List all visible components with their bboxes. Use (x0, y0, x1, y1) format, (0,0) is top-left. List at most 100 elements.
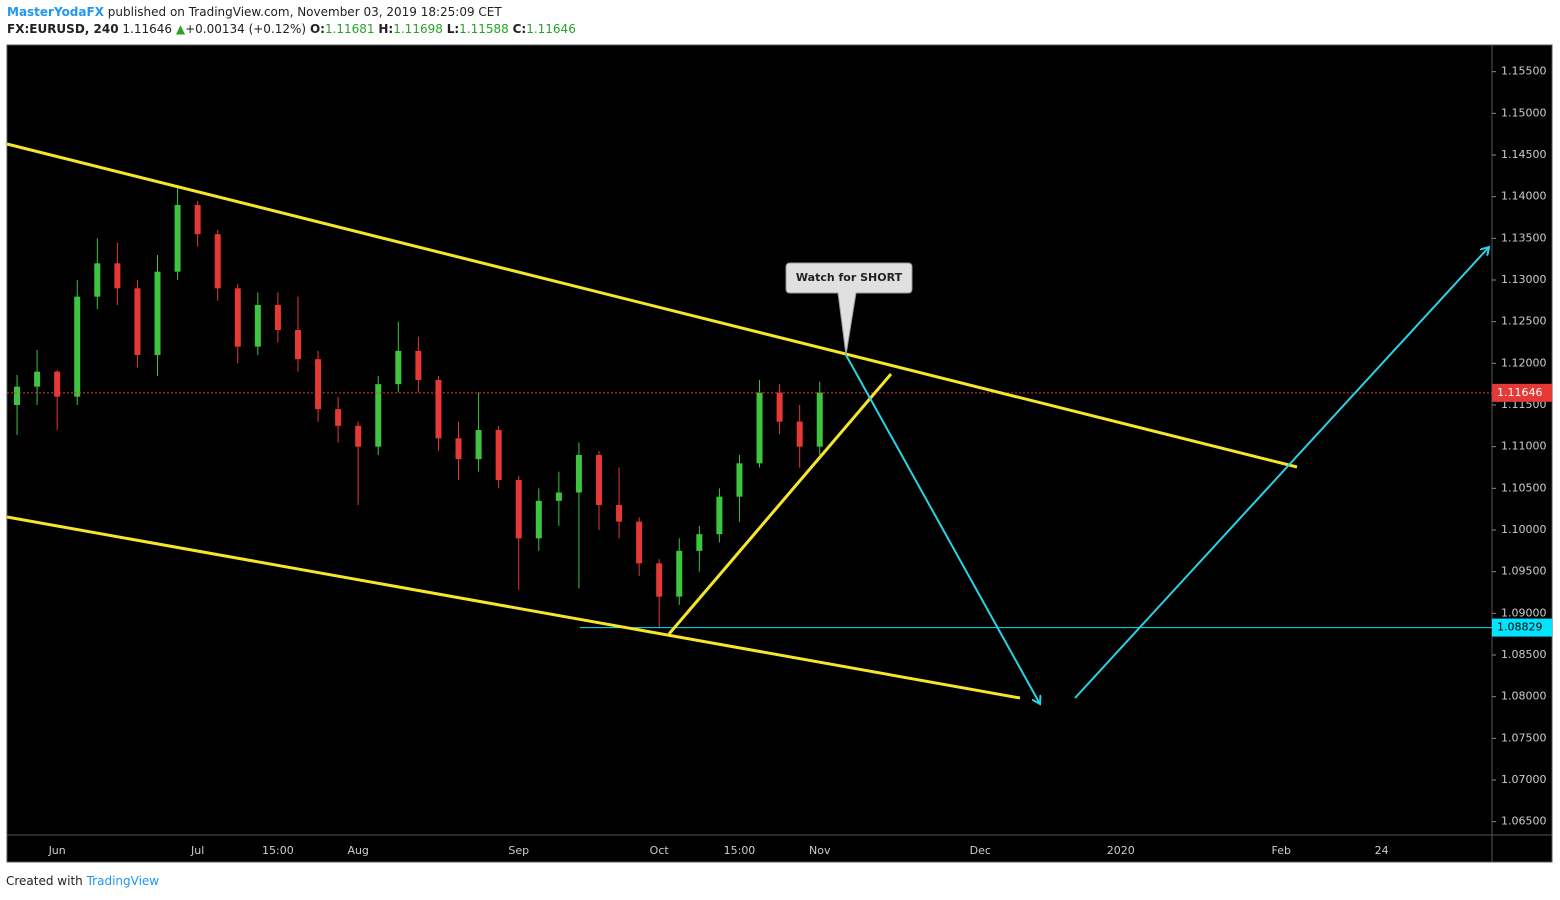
x-tick-label: 15:00 (724, 844, 756, 857)
candle-body (575, 455, 582, 493)
open: 1.11681 (324, 22, 375, 36)
chart: Watch for SHORT 1.155001.150001.145001.1… (6, 44, 1553, 863)
candle-body (756, 392, 763, 464)
candle-body (234, 288, 241, 347)
candle-body (375, 384, 382, 447)
x-tick-label: Dec (970, 844, 991, 857)
y-tick-label: 1.13500 (1501, 231, 1547, 244)
candle-body (174, 205, 181, 272)
candle-body (274, 305, 281, 330)
projection-arrow-down[interactable] (845, 354, 1040, 704)
candle-body (555, 492, 562, 501)
support-trend-line[interactable] (667, 373, 893, 635)
y-tick-label: 1.09500 (1501, 565, 1547, 578)
candle-body (254, 305, 261, 347)
candle-body (696, 534, 703, 551)
callout[interactable]: Watch for SHORT (785, 262, 913, 356)
y-tick-label: 1.08500 (1501, 648, 1547, 661)
upper-channel-line[interactable] (6, 142, 1298, 469)
close-label: C: (512, 22, 527, 36)
candle-body (435, 380, 442, 439)
y-tick-label: 1.12000 (1501, 356, 1547, 369)
y-tick-label: 1.08000 (1501, 690, 1547, 703)
projection-arrow-up[interactable] (1074, 247, 1489, 699)
footer: Created with TradingView (6, 874, 159, 888)
x-tick-label: Feb (1272, 844, 1291, 857)
drawings (6, 142, 1489, 704)
created-with: Created with (6, 874, 83, 888)
last-price: 1.11646 (122, 22, 173, 36)
candle-body (656, 563, 663, 597)
y-tick-label: 1.07500 (1501, 731, 1547, 744)
arrow: ▲ (175, 22, 186, 36)
candle-body (636, 521, 643, 564)
symbol: FX:EURUSD, 240 (7, 22, 119, 36)
x-tick-label: Nov (809, 844, 831, 857)
candle-body (535, 500, 542, 539)
candle-body (154, 271, 161, 355)
x-tick-label: Jul (190, 844, 204, 857)
y-tick-label: 1.14000 (1501, 190, 1547, 203)
price-label: 1.11646 (1497, 386, 1543, 399)
high-label: H: (378, 22, 394, 36)
header: MasterYodaFX published on TradingView.co… (7, 4, 576, 38)
x-tick-label: 15:00 (262, 844, 294, 857)
candle-body (395, 350, 402, 385)
x-tick-label: Jun (48, 844, 66, 857)
candle-body (716, 496, 723, 535)
price-label-box (1492, 618, 1552, 637)
y-tick-label: 1.15500 (1501, 65, 1547, 78)
y-tick-label: 1.10000 (1501, 523, 1547, 536)
y-tick-label: 1.12500 (1501, 315, 1547, 328)
brand[interactable]: TradingView (86, 874, 160, 888)
series (7, 185, 1492, 629)
y-tick-label: 1.06500 (1501, 815, 1547, 828)
price-label: 1.08829 (1497, 621, 1543, 634)
y-tick-label: 1.10500 (1501, 481, 1547, 494)
candle-body (455, 438, 462, 460)
candle-body (74, 296, 81, 397)
candle-body (134, 288, 141, 355)
x-tick-label: Oct (650, 844, 670, 857)
author[interactable]: MasterYodaFX (7, 5, 104, 19)
x-tick-label: Aug (347, 844, 368, 857)
candle-body (515, 480, 522, 539)
candle-body (34, 371, 41, 387)
lower-channel-line[interactable] (6, 515, 1021, 700)
callout-text: Watch for SHORT (796, 271, 903, 284)
candle-body (94, 263, 101, 297)
axes: 1.15500 1.15000 1.14500 1.14000 1.13500 1.130… (48, 65, 1552, 857)
y-tick-label: 1.13000 (1501, 273, 1547, 286)
y-tick-label: 1.09000 (1501, 606, 1547, 619)
price-label-box (1492, 383, 1552, 402)
candle-body (214, 234, 221, 289)
candle-body (475, 430, 482, 460)
y-tick-label: 1.14500 (1501, 148, 1547, 161)
close: 1.11646 (526, 22, 576, 36)
x-tick-label: Sep (508, 844, 529, 857)
candle-body (355, 425, 362, 447)
candle-body (54, 371, 61, 397)
candle-body (335, 409, 342, 426)
candle-body (415, 350, 422, 380)
open-label: O: (309, 22, 325, 36)
candle-body (315, 359, 322, 410)
y-tick-label: 1.11000 (1501, 440, 1547, 453)
candle-body (616, 505, 623, 522)
candle-body (14, 386, 21, 405)
low-label: L: (446, 22, 460, 36)
candle-body (194, 205, 201, 235)
change: +0.00134 (+0.12%) (185, 22, 307, 36)
low: 1.11588 (459, 22, 509, 36)
chart-background (6, 44, 1553, 863)
candle-body (796, 421, 803, 447)
high: 1.11698 (393, 22, 443, 36)
candle-body (495, 430, 502, 480)
candle-body (294, 330, 301, 360)
y-tick-label: 1.15000 (1501, 106, 1547, 119)
y-tick-label: 1.07000 (1501, 773, 1547, 786)
x-tick-label: 2020 (1107, 844, 1135, 857)
x-tick-label: 24 (1375, 844, 1389, 857)
candle-body (595, 455, 602, 505)
